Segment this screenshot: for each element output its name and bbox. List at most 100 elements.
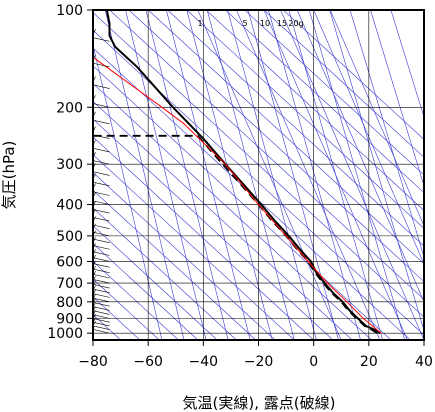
moist-adiabat-line: [329, 10, 424, 332]
profile-lines: [93, 10, 382, 335]
moist-adiabat-line: [166, 10, 251, 340]
mixing-ratio-line: [329, 10, 424, 227]
wind-barb-shaft: [93, 310, 110, 315]
mixing-ratio-line: [197, 10, 342, 340]
wind-barb-shaft: [93, 279, 110, 284]
wind-barb-shaft: [93, 147, 110, 153]
dry-adiabat-line: [263, 10, 424, 158]
y-tick-label: 100: [56, 3, 83, 19]
x-tick-label: 40: [415, 354, 433, 370]
wind-barb-shaft: [93, 181, 110, 187]
dry-adiabat-line: [93, 65, 392, 340]
wind-barb-shaft: [93, 171, 110, 176]
wind-barb-shaft: [93, 84, 110, 89]
wind-barb-shaft: [93, 134, 110, 139]
dry-adiabat-line: [93, 225, 218, 340]
wind-barb-shaft: [93, 274, 110, 279]
wind-barb-shaft: [93, 245, 110, 250]
x-tick-label: −20: [244, 354, 274, 370]
wind-barb-shaft: [93, 318, 110, 323]
wind-barb-shaft: [93, 302, 110, 307]
dry-adiabat-line: [93, 243, 199, 340]
wind-barb-flag: [92, 0, 96, 6]
wind-barb-shaft: [93, 238, 110, 244]
wind-barb-shaft: [93, 263, 110, 268]
wind-barbs: [92, 0, 110, 334]
dry-adiabat-line: [93, 207, 237, 340]
wind-barb-shaft: [93, 217, 110, 222]
dewpoint-line: [93, 134, 378, 334]
mixing-ratio-label: 1: [197, 19, 202, 28]
x-tick-label: −40: [189, 354, 219, 370]
moist-adiabat-line: [145, 10, 229, 340]
wind-barb-shaft: [93, 297, 110, 303]
y-tick-label: 200: [56, 100, 83, 116]
x-tick-label: 20: [360, 354, 378, 370]
dry-adiabat-line: [93, 278, 160, 340]
wind-barb-shaft: [93, 224, 110, 229]
y-tick-label: 500: [56, 229, 83, 245]
dry-adiabat-line: [93, 100, 353, 340]
x-tick-label: −80: [78, 354, 108, 370]
dry-adiabat-line: [186, 10, 424, 229]
dry-adiabat-line: [93, 260, 179, 340]
moist-adiabat-line: [186, 10, 273, 340]
dry-adiabat-line: [93, 172, 276, 340]
wind-barb-shaft: [93, 321, 110, 327]
moist-adiabat-line: [390, 10, 424, 119]
grid-lines: [93, 10, 424, 340]
mixing-ratio-label: 20g: [288, 19, 303, 28]
mixing-ratio-label: 5: [242, 19, 247, 28]
moist-adiabat-line: [370, 10, 424, 187]
x-axis-title: 気温(実線), 露点(破線): [183, 394, 336, 412]
wind-barb-shaft: [93, 191, 110, 196]
mixing-ratio-line: [236, 10, 381, 340]
dry-adiabat-line: [93, 47, 411, 340]
dry-adiabat-line: [225, 10, 424, 194]
wind-barb-shaft: [93, 306, 110, 311]
mixing-ratio-line: [263, 10, 408, 340]
y-tick-label: 400: [56, 198, 83, 214]
dry-adiabat-line: [93, 83, 372, 340]
x-axis-ticks: −80 −60 −40 −20 0 20 40: [78, 340, 433, 370]
dry-adiabat-line: [93, 118, 334, 340]
dry-adiabat-line: [93, 189, 256, 340]
wind-barb-shaft: [93, 325, 110, 330]
moist-adiabat-line: [227, 10, 317, 340]
dry-adiabat-line: [93, 29, 424, 336]
mixing-ratio-label: 10: [260, 19, 270, 28]
wind-barb-shaft: [93, 103, 110, 108]
dry-adiabat-line: [167, 10, 424, 247]
x-tick-label: −60: [133, 354, 163, 370]
parcel-line: [93, 56, 382, 334]
moist-adiabat-line: [349, 10, 424, 259]
x-tick-label: 0: [309, 354, 318, 370]
wind-barb-shaft: [93, 209, 110, 214]
y-axis-title: 気圧(hPa): [0, 141, 18, 210]
wind-barb-shaft: [93, 329, 110, 334]
y-tick-label: 600: [56, 254, 83, 270]
wind-barb-shaft: [93, 37, 110, 42]
dry-adiabat-line: [93, 154, 295, 340]
wind-barb-shaft: [93, 288, 110, 294]
wind-barb-shaft: [93, 284, 110, 289]
wind-barb-shaft: [93, 268, 110, 273]
y-tick-label: 1000: [47, 326, 83, 342]
dry-adiabat-line: [283, 10, 424, 140]
wind-barb-shaft: [93, 231, 110, 237]
wind-barb-shaft: [93, 293, 110, 298]
y-tick-label: 800: [56, 295, 83, 311]
moist-adiabat-line: [93, 44, 163, 340]
y-tick-label: 300: [56, 157, 83, 173]
moist-adiabat-line: [268, 10, 361, 340]
wind-barb-shaft: [93, 119, 110, 125]
y-tick-label: 700: [56, 276, 83, 292]
moist-adiabat-line: [125, 10, 207, 340]
wind-barb-shaft: [93, 257, 110, 262]
moist-adiabat-line: [104, 10, 185, 340]
mixing-ratio-line: [280, 10, 424, 340]
mixing-ratio-line: [313, 10, 424, 265]
dry-adiabat-line: [147, 10, 424, 265]
y-tick-label: 900: [56, 311, 83, 327]
